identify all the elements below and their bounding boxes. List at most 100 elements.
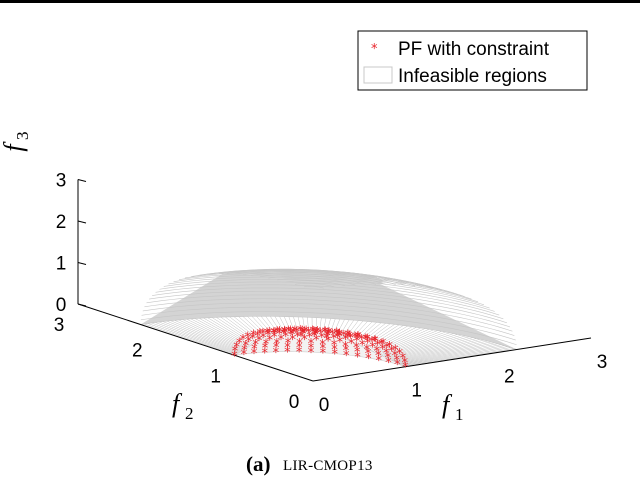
surface-mesh-line (155, 322, 242, 355)
pf-point: * (308, 341, 315, 356)
pf-point: * (348, 337, 355, 352)
pf-point: * (319, 331, 326, 346)
pf-point: * (320, 342, 327, 357)
pf-point: * (352, 330, 359, 345)
pf-point: * (266, 326, 273, 341)
x-axis-label: f 1 (442, 390, 464, 424)
pf-point: * (355, 330, 362, 345)
x-tick-label: 3 (597, 352, 608, 373)
pf-point: * (336, 330, 343, 345)
pf-point: * (276, 325, 283, 340)
z-axis-label-text: f (0, 141, 28, 152)
pf-point: * (402, 356, 409, 371)
pf-point: * (364, 336, 371, 351)
pf-point: * (384, 341, 391, 356)
pf-point: * (241, 348, 248, 363)
surface-mesh-line (373, 331, 446, 359)
y-axis-label-text: f (172, 389, 183, 418)
pf-point: * (334, 331, 341, 346)
pf-point: * (385, 351, 392, 366)
pf-point: * (285, 324, 292, 339)
surface-mesh-line (142, 302, 515, 336)
pf-point: * (336, 328, 343, 343)
pf-point: * (252, 338, 259, 353)
pf-point: * (343, 344, 350, 359)
pf-point: * (236, 337, 243, 352)
pf-point: * (369, 340, 376, 355)
pf-point: * (311, 325, 318, 340)
pf-point: * (353, 341, 360, 356)
surface-mesh-line (144, 323, 237, 356)
surface-mesh-line (140, 316, 517, 350)
pf-point: * (324, 329, 331, 344)
pf-point: * (301, 325, 308, 340)
pf-point: * (296, 337, 303, 352)
surface-mesh-line (393, 341, 491, 364)
surface-mesh-line (149, 290, 507, 324)
pf-point: * (325, 327, 332, 342)
pf-point: * (250, 328, 257, 343)
pf-point: * (276, 328, 283, 343)
surface-mesh-line (395, 342, 495, 364)
pf-point: * (379, 342, 386, 357)
pf-point: * (320, 347, 327, 362)
legend: * PF with constraint Infeasible regions (357, 30, 588, 91)
pf-point: * (354, 346, 361, 361)
pf-point: * (334, 327, 341, 342)
surface-mesh-line (144, 298, 513, 332)
surface-mesh-line (303, 286, 324, 289)
pf-point: * (257, 327, 264, 342)
surface-mesh-line (190, 318, 258, 353)
surface-mesh-line (392, 340, 488, 364)
pf-point: * (342, 340, 349, 355)
pf-point: * (400, 351, 407, 366)
pf-point: * (341, 329, 348, 344)
surface-mesh-line (146, 294, 511, 328)
pf-point: * (394, 358, 401, 373)
pf-point: * (314, 325, 321, 340)
surface-mesh-line (371, 331, 442, 359)
pf-point: * (386, 340, 393, 355)
pf-point: * (249, 332, 256, 347)
surface-mesh-line (147, 323, 239, 356)
surface-mesh-line (152, 287, 504, 320)
pf-point: * (313, 334, 320, 349)
surface-mesh-line (155, 284, 500, 316)
surface-mesh-line (404, 348, 514, 367)
pf-point: * (337, 336, 344, 351)
pf-point: * (264, 326, 271, 341)
surface-mesh-line (367, 329, 434, 359)
pf-point: * (233, 340, 240, 355)
pf-point: * (296, 341, 303, 356)
pf-point: * (374, 339, 381, 354)
surface-mesh-line (162, 321, 245, 355)
pf-point: * (313, 326, 320, 341)
pf-point: * (294, 330, 301, 345)
pf-point: * (322, 326, 329, 341)
y-tick-label: 3 (54, 315, 65, 336)
pf-point: * (273, 341, 280, 356)
pf-point: * (246, 335, 253, 350)
pf-point: * (378, 337, 385, 352)
pf-point: * (308, 337, 315, 352)
pf-point: * (354, 335, 361, 350)
legend-pf-label: PF with constraint (398, 39, 550, 60)
pf-point: * (311, 330, 318, 345)
z-tick (77, 303, 87, 307)
pf-point: * (371, 335, 378, 350)
caption-name: LIR-CMOP13 (283, 458, 373, 474)
pf-point: * (299, 325, 306, 340)
pf-point: * (342, 333, 349, 348)
pf-point: * (260, 327, 267, 342)
surface-mesh-line (166, 320, 247, 355)
pf-point: * (241, 343, 248, 358)
pf-point: * (380, 337, 387, 352)
z-tick-label: 1 (56, 254, 67, 275)
pf-point: * (331, 343, 338, 358)
pf-point: * (365, 352, 372, 367)
pf-point: * (289, 333, 296, 348)
pf-point: * (284, 341, 291, 356)
pf-point: * (290, 326, 297, 341)
pf-point: * (333, 327, 340, 342)
